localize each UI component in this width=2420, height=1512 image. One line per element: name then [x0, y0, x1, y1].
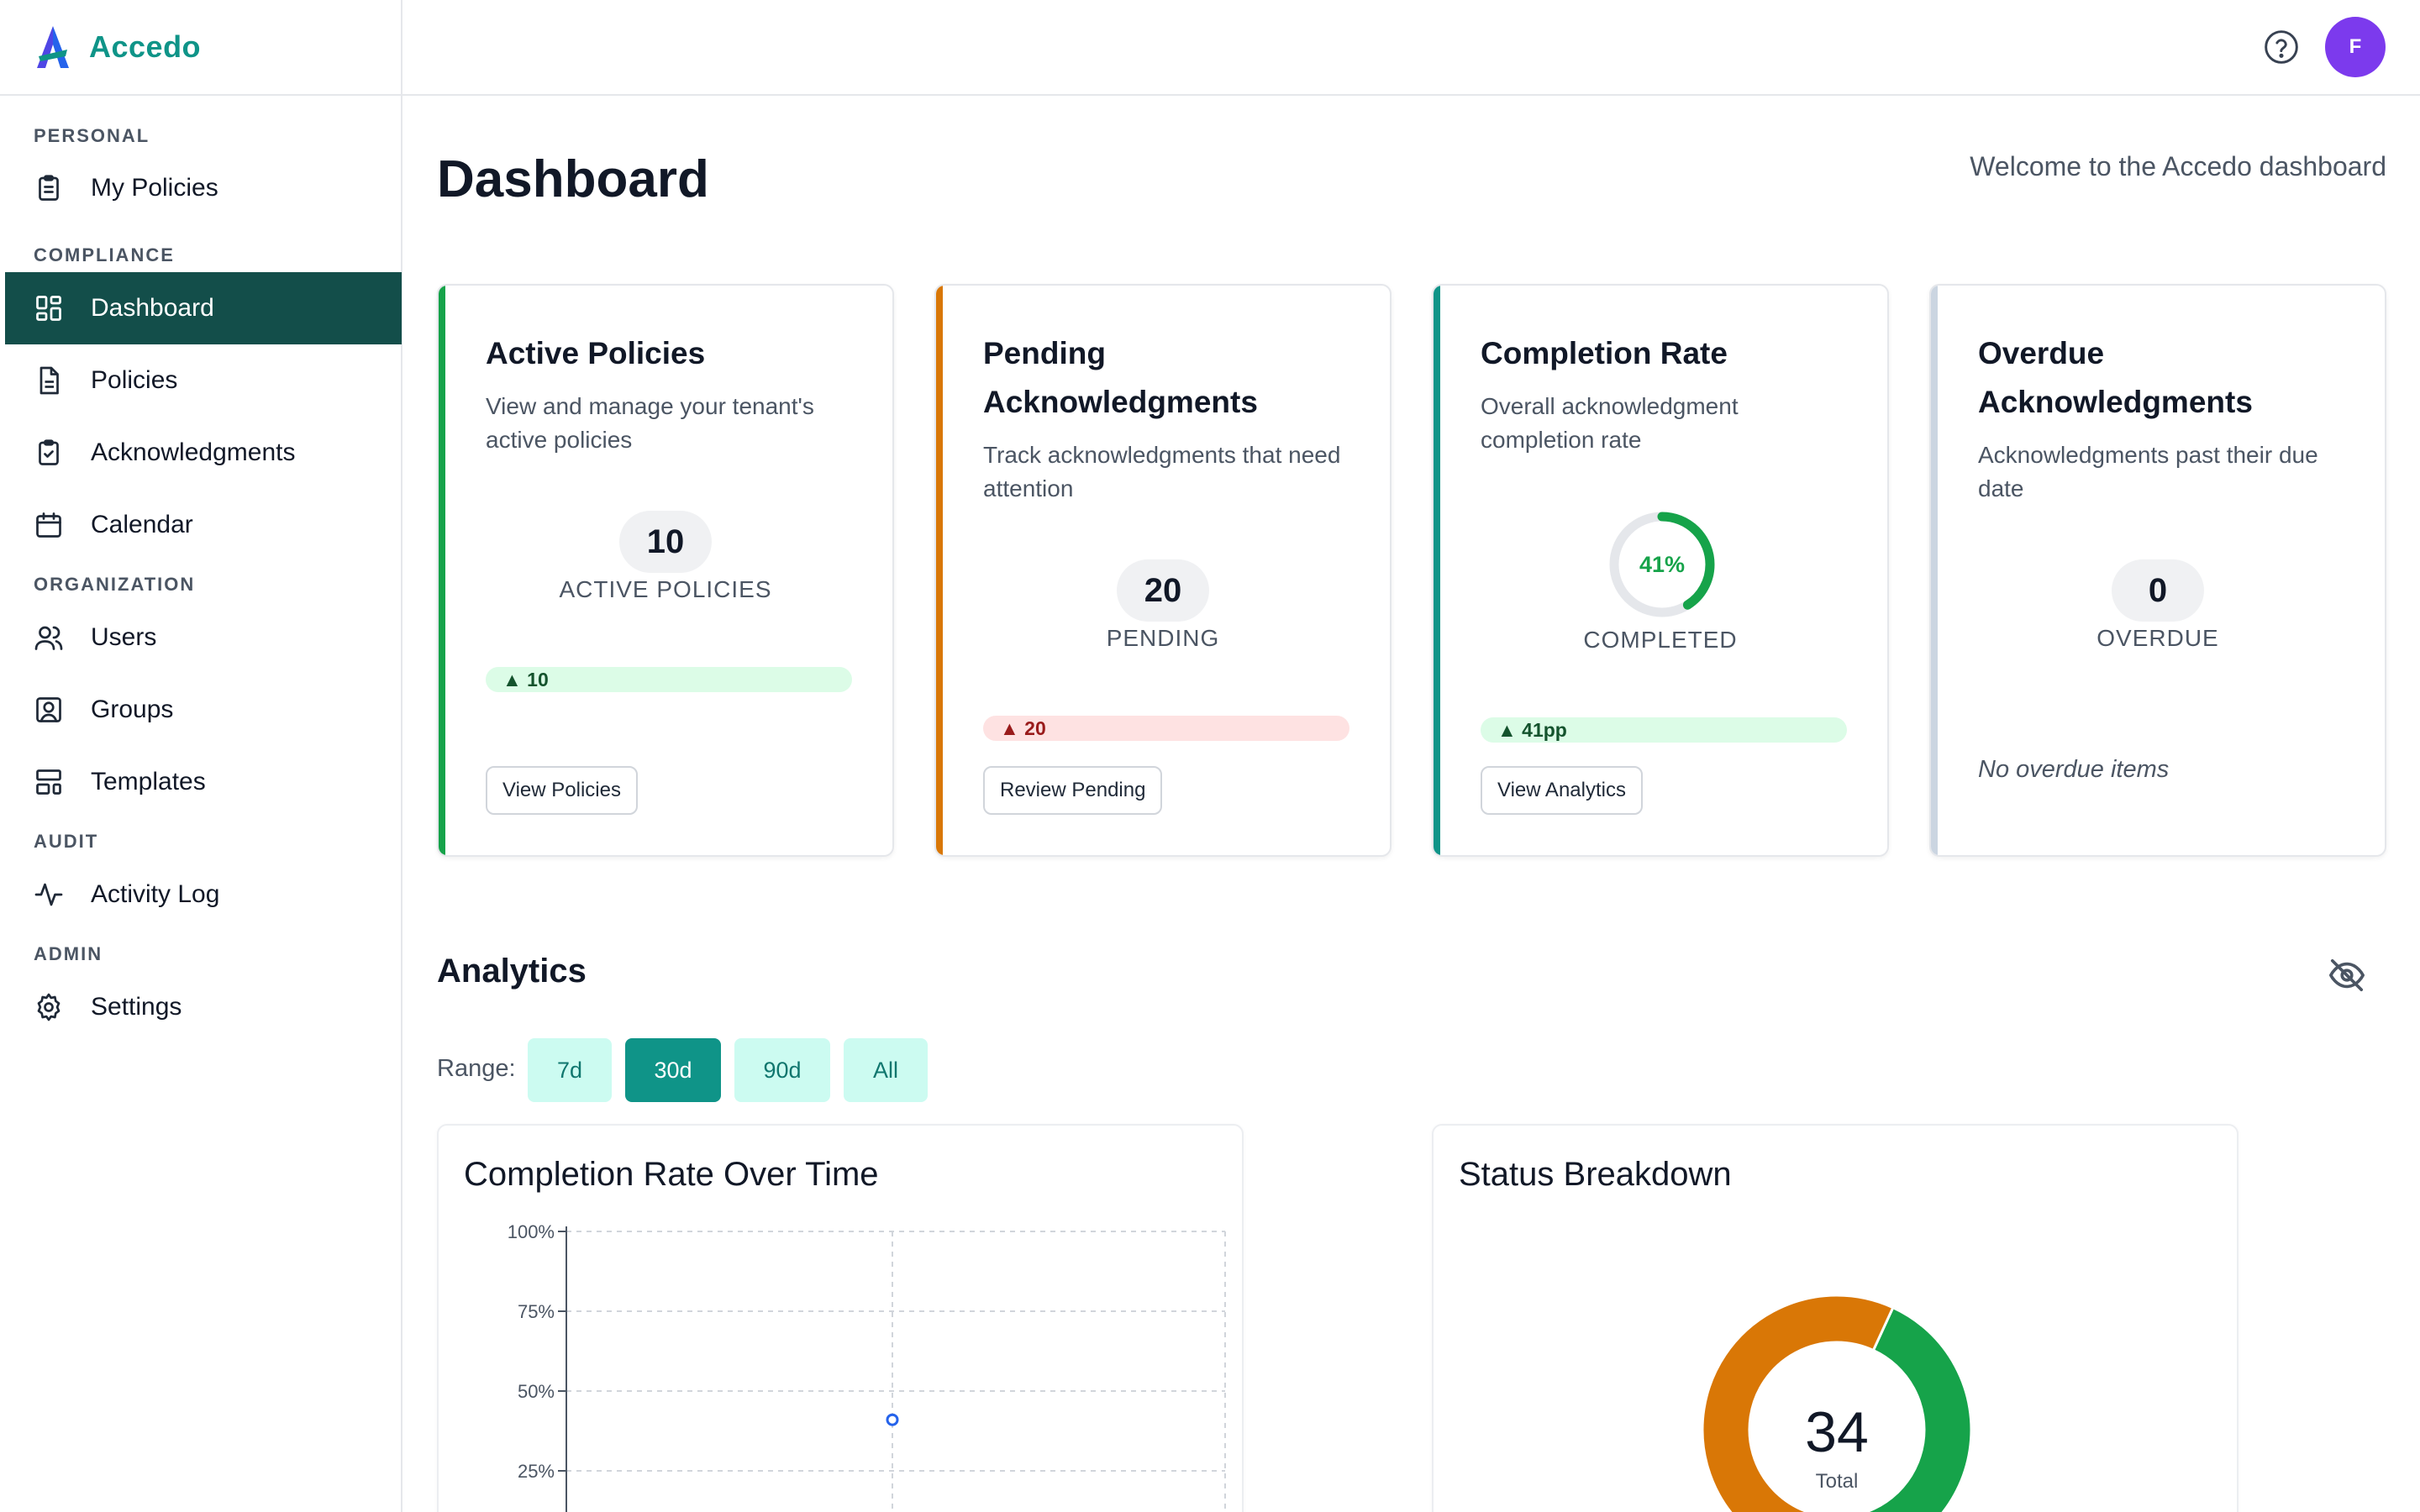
- help-icon[interactable]: [2263, 29, 2300, 66]
- metric-label: OVERDUE: [2096, 625, 2219, 651]
- donut-total: 34: [1805, 1400, 1869, 1464]
- card-description: Overall acknowledgment completion rate: [1481, 393, 1739, 453]
- sidebar: Accedo PERSONAL My Policies COMPLIANCE D…: [0, 0, 402, 1512]
- metric-label: PENDING: [1106, 625, 1220, 651]
- sidebar-item-groups[interactable]: Groups: [0, 674, 401, 746]
- metric-label: ACTIVE POLICIES: [559, 576, 772, 602]
- sidebar-item-users[interactable]: Users: [0, 601, 401, 674]
- sidebar-item-templates[interactable]: Templates: [0, 746, 401, 818]
- sidebar-item-label: Activity Log: [91, 880, 220, 908]
- metric-value: 20: [1117, 559, 1209, 622]
- sidebar-item-label: Templates: [91, 768, 206, 795]
- completion-line-chart: 100% 75% 50% 25%: [508, 1221, 1226, 1512]
- sidebar-item-calendar[interactable]: Calendar: [0, 489, 401, 561]
- completion-ring: 41%: [1608, 511, 1716, 618]
- review-pending-button[interactable]: Review Pending: [983, 766, 1163, 815]
- welcome-text: Welcome to the Accedo dashboard: [1970, 151, 2386, 181]
- range-90d-button[interactable]: 90d: [734, 1038, 830, 1102]
- donut-slice[interactable]: [1701, 1294, 1895, 1512]
- sidebar-item-label: Dashboard: [91, 294, 214, 322]
- status-donut-chart: [1701, 1294, 1973, 1512]
- user-square-icon: [34, 695, 64, 725]
- brand[interactable]: Accedo: [0, 0, 401, 96]
- trend-badge: ▲ 10: [486, 667, 852, 692]
- completion-chart-panel: Completion Rate Over Time 100% 75% 50% 25%: [437, 1124, 1244, 1512]
- card-title: Completion Rate: [1481, 336, 1728, 370]
- layout-template-icon: [34, 767, 64, 797]
- analytics-title: Analytics: [437, 953, 587, 990]
- users-icon: [34, 622, 64, 653]
- y-tick-label: 75%: [518, 1301, 555, 1322]
- range-7d-button[interactable]: 7d: [528, 1038, 612, 1102]
- activity-icon: [34, 879, 64, 910]
- sidebar-item-dashboard[interactable]: Dashboard: [5, 272, 402, 344]
- trend-badge: ▲ 20: [983, 716, 1349, 741]
- avatar[interactable]: F: [2325, 17, 2386, 77]
- page-title: Dashboard: [437, 150, 709, 208]
- completion-ring-progress: [1609, 512, 1715, 617]
- clipboard-list-icon: [34, 173, 64, 203]
- card-active-policies: Active Policies View and manage your ten…: [437, 284, 894, 857]
- sidebar-item-label: Users: [91, 623, 157, 651]
- empty-note: No overdue items: [1978, 756, 2170, 783]
- card-description: Track acknowledgments that need attentio…: [983, 442, 1341, 501]
- metric-label: COMPLETED: [1583, 627, 1738, 653]
- status-breakdown-panel: Status Breakdown 34 Total: [1432, 1124, 2238, 1512]
- donut-slice[interactable]: [1848, 1305, 1973, 1512]
- range-label: Range:: [437, 1055, 516, 1082]
- range-30d-button[interactable]: 30d: [625, 1038, 721, 1102]
- sidebar-item-label: Groups: [91, 696, 174, 723]
- sidebar-item-label: Policies: [91, 366, 178, 394]
- card-description: View and manage your tenant's active pol…: [486, 393, 814, 453]
- sidebar-item-label: Settings: [91, 993, 182, 1021]
- sidebar-item-label: Calendar: [91, 511, 193, 538]
- eye-off-icon[interactable]: [2328, 956, 2366, 995]
- accedo-logo-icon: [37, 26, 69, 68]
- card-description: Acknowledgments past their due date: [1978, 442, 2318, 501]
- sidebar-item-activity-log[interactable]: Activity Log: [0, 858, 401, 931]
- sidebar-item-label: My Policies: [91, 174, 218, 202]
- card-title: Active Policies: [486, 336, 706, 370]
- clipboard-check-icon: [34, 438, 64, 468]
- sidebar-item-policies[interactable]: Policies: [0, 344, 401, 417]
- view-policies-button[interactable]: View Policies: [486, 766, 638, 815]
- metric-value: 0: [2112, 559, 2204, 622]
- panel-title: Completion Rate Over Time: [464, 1156, 879, 1193]
- document-icon: [34, 365, 64, 396]
- card-title: Overdue Acknowledgments: [1978, 336, 2253, 419]
- sidebar-item-my-policies[interactable]: My Policies: [0, 153, 401, 223]
- card-overdue-acknowledgments: Overdue Acknowledgments Acknowledgments …: [1929, 284, 2386, 857]
- trend-badge: ▲ 41pp: [1481, 717, 1847, 743]
- view-analytics-button[interactable]: View Analytics: [1481, 766, 1643, 815]
- range-all-button[interactable]: All: [844, 1038, 928, 1102]
- card-title: Pending Acknowledgments: [983, 336, 1258, 419]
- brand-name: Accedo: [89, 29, 202, 64]
- nav-section-admin: ADMIN: [34, 943, 103, 964]
- y-tick-label: 50%: [518, 1381, 555, 1402]
- gear-icon: [34, 992, 64, 1022]
- line-point[interactable]: [886, 1413, 899, 1426]
- nav-section-audit: AUDIT: [34, 831, 99, 852]
- nav-section-personal: PERSONAL: [34, 125, 150, 146]
- y-tick-label: 25%: [518, 1461, 555, 1482]
- card-pending-acknowledgments: Pending Acknowledgments Track acknowledg…: [934, 284, 1392, 857]
- card-completion-rate: Completion Rate Overall acknowledgment c…: [1432, 284, 1889, 857]
- sidebar-item-acknowledgments[interactable]: Acknowledgments: [0, 417, 401, 489]
- nav-section-organization: ORGANIZATION: [34, 574, 196, 595]
- donut-total-label: Total: [1815, 1470, 1859, 1493]
- sidebar-item-settings[interactable]: Settings: [0, 971, 401, 1043]
- nav-section-compliance: COMPLIANCE: [34, 244, 175, 265]
- topbar: F: [402, 0, 2420, 96]
- panel-title: Status Breakdown: [1459, 1156, 1732, 1193]
- y-tick-label: 100%: [508, 1221, 555, 1242]
- completion-percent: 41%: [1639, 551, 1686, 577]
- metric-value: 10: [619, 511, 712, 573]
- sidebar-item-label: Acknowledgments: [91, 438, 296, 466]
- dashboard-grid-icon: [34, 293, 64, 323]
- calendar-icon: [34, 510, 64, 540]
